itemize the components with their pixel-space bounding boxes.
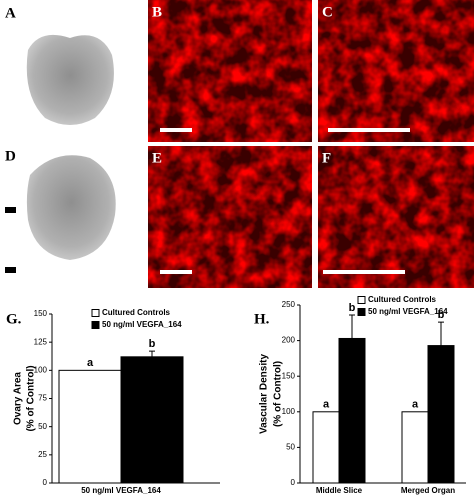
significance-letter: a (412, 399, 419, 411)
significance-letter: a (323, 399, 330, 411)
fluorescence-image (148, 0, 474, 288)
bar (58, 369, 122, 484)
panel-label: B (152, 4, 162, 20)
legend-swatch (91, 309, 100, 317)
y-tick-label: 150 (34, 309, 48, 318)
bar (401, 411, 429, 484)
error-bar (349, 314, 355, 339)
error-bar (149, 350, 155, 357)
y-tick-label: 75 (38, 394, 47, 403)
significance-letter: b (149, 338, 156, 350)
panel-label: D (5, 148, 16, 164)
y-tick-label: 200 (282, 336, 296, 345)
legend-label: Cultured Controls (102, 308, 171, 317)
y-tick-label: 25 (38, 450, 47, 459)
bar (120, 356, 184, 484)
y-axis-label: (% of Control) (273, 361, 284, 427)
panel-label: H. (254, 311, 270, 327)
panel-label: E (152, 150, 162, 166)
y-tick-label: 0 (43, 478, 48, 487)
legend-label: 50 ng/ml VEGFA_164 (102, 320, 182, 329)
ovary-image (26, 34, 114, 125)
y-tick-label: 50 (286, 443, 295, 452)
legend-swatch (357, 308, 366, 316)
error-bar (438, 321, 444, 346)
x-tick-label: 50 ng/ml VEGFA_164 (81, 486, 161, 495)
legend-label: 50 ng/ml VEGFA_164 (368, 307, 448, 316)
legend-label: Cultured Controls (368, 295, 437, 304)
x-tick-label: Merged Organ (401, 486, 455, 495)
y-tick-label: 50 (38, 422, 47, 431)
legend-swatch (357, 296, 366, 304)
panel-label: A (5, 5, 16, 21)
panel-label: F (322, 150, 331, 166)
panel-label: G. (6, 311, 22, 327)
bar (312, 411, 340, 484)
y-tick-label: 100 (34, 365, 48, 374)
panel-label: C (322, 4, 333, 20)
y-axis-label: (% of Control) (26, 365, 37, 431)
y-tick-label: 125 (34, 337, 48, 346)
significance-letter: a (87, 357, 94, 369)
y-tick-label: 250 (282, 300, 296, 309)
y-tick-label: 150 (282, 371, 296, 380)
scale-bar (5, 267, 16, 273)
x-tick-label: Middle Slice (316, 486, 363, 495)
bar (427, 345, 455, 484)
significance-letter: b (349, 302, 356, 314)
bar (338, 337, 366, 484)
legend-swatch (91, 321, 100, 329)
y-axis-label: Ovary Area (13, 372, 24, 425)
y-tick-label: 100 (282, 407, 296, 416)
significance-letter: b (438, 309, 445, 321)
y-tick-label: 0 (291, 478, 296, 487)
scale-bar (5, 207, 16, 213)
ovary-image (26, 155, 116, 260)
y-axis-label: Vascular Density (259, 354, 270, 434)
